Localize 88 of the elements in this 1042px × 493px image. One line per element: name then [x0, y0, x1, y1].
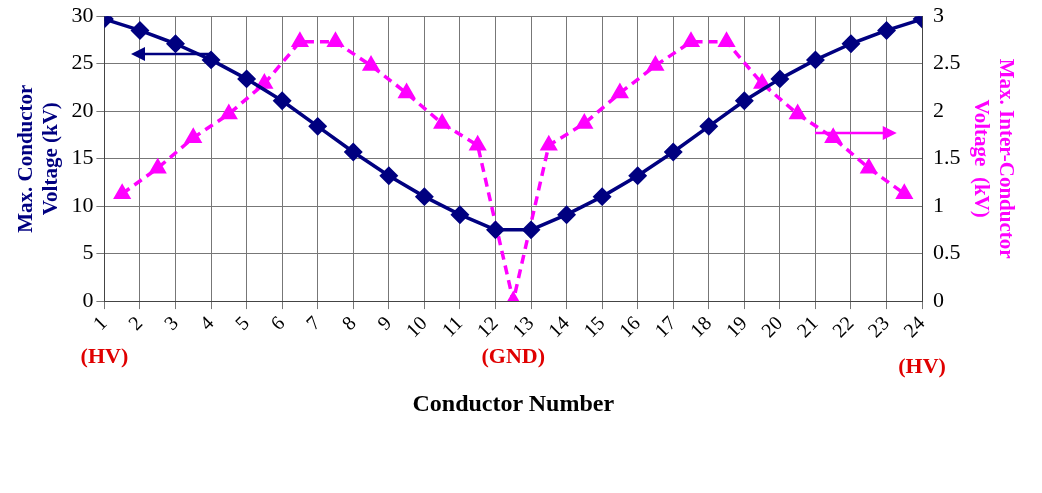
x-tick-label: 24: [898, 311, 929, 342]
point: [806, 51, 825, 69]
point: [700, 117, 718, 136]
point: [434, 114, 450, 129]
point: [789, 105, 806, 120]
point: [486, 221, 505, 239]
y2-tick-label: 0.5: [933, 239, 961, 265]
x-tick-label: 10: [401, 311, 431, 342]
x-tick-label: 5: [230, 311, 254, 335]
point: [202, 51, 220, 69]
point: [842, 34, 860, 53]
point: [628, 166, 647, 185]
y-axis-title: Max. Conductor Voltage (kV): [13, 84, 63, 233]
point: [860, 159, 877, 174]
y2-tick-label: 3: [933, 1, 945, 27]
point: [771, 70, 789, 88]
x-tick-label: 2: [123, 311, 147, 335]
point: [877, 21, 896, 40]
point: [718, 33, 735, 48]
point: [256, 74, 273, 89]
y-tick-label: 25: [71, 49, 94, 75]
x-tick-label: 8: [337, 311, 360, 335]
x-tick-label: 1: [88, 311, 111, 335]
point: [735, 91, 754, 110]
x-tick-label: 16: [614, 311, 645, 342]
y-tick-label: 0: [82, 286, 94, 312]
x-tick-label: 18: [685, 311, 716, 342]
x-tick-label: 6: [266, 311, 289, 335]
text: (HV): [898, 353, 946, 380]
point: [292, 33, 308, 48]
y-tick-label: 5: [82, 239, 94, 265]
point: [221, 105, 237, 120]
point: [683, 33, 699, 48]
x-tick-label: 19: [721, 311, 751, 342]
point: [647, 56, 664, 71]
point: [149, 159, 166, 174]
point: [398, 84, 415, 99]
x-tick-label: 15: [578, 311, 609, 342]
x-tick-label: 23: [863, 311, 894, 342]
point: [664, 143, 682, 161]
point: [380, 166, 398, 185]
x-tick-label: 12: [472, 311, 503, 342]
x-tick-label: 11: [437, 311, 467, 341]
x-tick-label: 7: [301, 311, 325, 335]
y2-axis-title: Max. Inter-Conductor Voltage (kV): [969, 58, 1019, 259]
point: [557, 205, 576, 224]
y2-tick-label: 2.5: [933, 49, 961, 75]
y-tick-label: 20: [71, 96, 94, 122]
x-tick-label: 17: [650, 311, 680, 342]
point: [166, 34, 185, 53]
point: [451, 205, 469, 224]
y2-tick-label: 1: [933, 191, 945, 217]
x-tick-label: 9: [372, 311, 396, 335]
y2-tick-label: 1.5: [933, 144, 961, 170]
point: [308, 117, 327, 136]
point: [825, 129, 842, 143]
point: [273, 91, 291, 110]
y-tick-label: 10: [71, 191, 94, 217]
y-tick-label: 30: [71, 1, 94, 27]
point: [612, 84, 628, 99]
y2-tick-label: 0: [933, 286, 945, 312]
x-tick-label: 21: [792, 311, 822, 342]
y-tick-label: 15: [71, 144, 94, 170]
x-tick-label: 14: [543, 311, 574, 342]
x-tick-label: 13: [507, 311, 538, 342]
point: [522, 221, 540, 239]
text: (GND): [481, 343, 546, 370]
x-axis-title: Conductor Number: [412, 389, 615, 416]
point: [593, 187, 611, 206]
point: [114, 185, 130, 200]
point: [576, 114, 593, 129]
point: [896, 185, 913, 200]
point: [185, 129, 202, 143]
point: [539, 134, 558, 151]
point: [237, 70, 256, 88]
x-tick-label: 3: [159, 311, 183, 335]
x-tick-label: 20: [756, 311, 787, 342]
point: [754, 74, 770, 89]
point: [131, 21, 149, 40]
point: [468, 134, 487, 151]
point: [327, 33, 344, 48]
point: [344, 143, 363, 161]
text: (HV): [80, 343, 129, 370]
y2-tick-label: 2: [933, 96, 945, 122]
x-tick-label: 22: [827, 311, 858, 342]
point: [363, 56, 379, 71]
point: [415, 187, 434, 206]
x-tick-label: 4: [194, 311, 218, 335]
